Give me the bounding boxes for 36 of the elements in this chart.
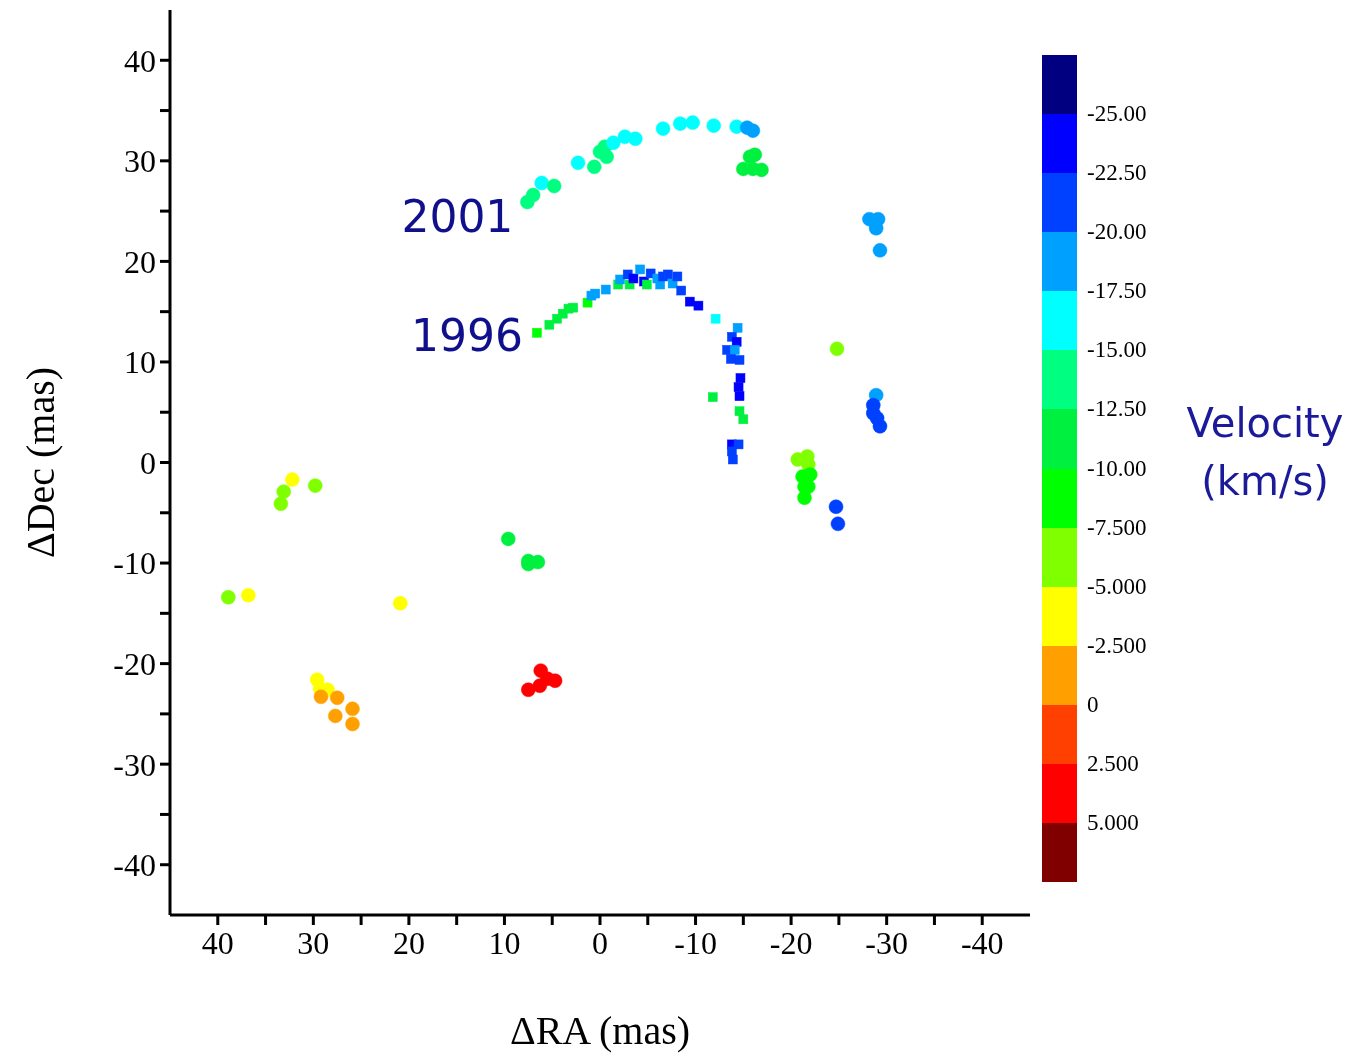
y-tick-label: 10 [124,344,156,381]
color-bar-label: -17.50 [1087,278,1147,305]
color-bar-label: -15.00 [1087,337,1147,364]
y-tick-label: 20 [124,243,156,280]
color-bar-label: 2.500 [1087,750,1139,777]
y-tick-label: 0 [140,444,156,481]
color-bar-label: 0 [1087,691,1099,718]
x-tick-label: -30 [865,924,908,961]
x-tick-label: 20 [392,924,425,961]
color-bar-title: Velocity (km/s) [1185,399,1345,507]
y-tick-label: 30 [124,143,156,180]
y-tick-label: -30 [113,746,156,783]
color-bar-label: -22.50 [1087,160,1147,187]
x-tick-label: 40 [201,924,234,961]
color-bar-label: -2.500 [1087,632,1147,659]
y-tick-label: -40 [113,847,156,884]
x-tick-label: 30 [297,924,330,961]
x-tick-label: 0 [592,924,608,961]
color-bar-label: -25.00 [1087,101,1147,128]
y-axis-title: ΔDec (mas) [18,366,64,559]
color-bar-label: 5.000 [1087,809,1139,836]
color-bar-label: -7.500 [1087,514,1147,541]
x-tick-label: -10 [674,924,717,961]
color-bar-label: -20.00 [1087,219,1147,246]
y-tick-label: -10 [113,545,156,582]
y-tick-label: -20 [113,645,156,682]
annotation: 1996 [410,310,523,362]
color-bar-label: -10.00 [1087,455,1147,482]
annotation: 2001 [401,190,514,242]
y-tick-label: 40 [124,42,156,79]
x-tick-label: -40 [960,924,1004,961]
x-tick-label: -20 [769,924,813,961]
x-tick-label: 10 [488,924,521,961]
x-axis-title: ΔRA (mas) [509,1008,691,1053]
color-bar-label: -12.50 [1087,396,1147,423]
color-bar-label: -5.000 [1087,573,1147,600]
